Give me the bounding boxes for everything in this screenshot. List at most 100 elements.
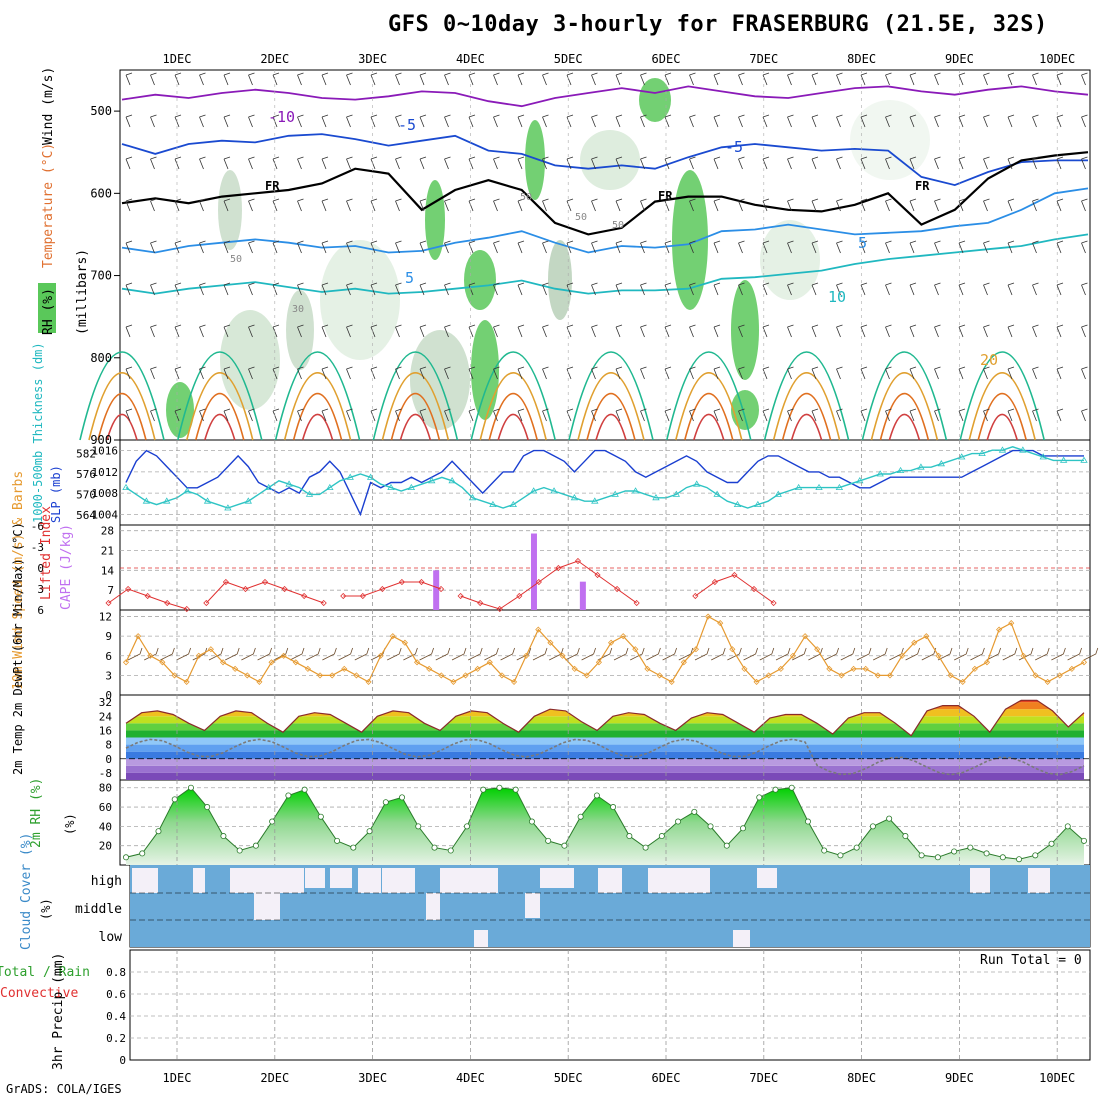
wind-barb <box>444 156 451 170</box>
rh-shading <box>525 120 545 200</box>
wind-barb <box>811 114 819 128</box>
wind-barb <box>150 114 157 128</box>
rh-point <box>350 844 357 851</box>
wind-barb <box>689 114 696 128</box>
rh-point <box>187 784 194 791</box>
rh-point <box>804 818 811 825</box>
wind-barb <box>1032 198 1039 212</box>
wind-barb <box>836 324 843 338</box>
wind-barb <box>615 114 623 128</box>
rh-point <box>642 844 649 851</box>
rh-point <box>593 792 600 799</box>
wind-barb <box>934 366 941 380</box>
wind-barb <box>983 324 990 338</box>
cloud-gap <box>254 893 280 920</box>
slp-tick: 1008 <box>92 487 119 500</box>
wind-barb <box>811 282 819 296</box>
wind-barb <box>836 156 843 170</box>
wind-point <box>122 659 130 666</box>
wind-barb <box>272 156 280 170</box>
wind-barb <box>591 156 598 170</box>
isotherm-low <box>274 351 361 441</box>
wind-barb <box>566 156 574 170</box>
wind-barb <box>199 156 206 170</box>
wind-barb <box>860 240 868 254</box>
wind-barb <box>354 647 370 661</box>
wind-point <box>535 626 542 633</box>
wind-barb <box>836 198 843 212</box>
wind-barb <box>1032 408 1039 422</box>
wind-barb <box>615 408 623 422</box>
wind-barb <box>1032 156 1039 170</box>
wind-barb <box>811 240 819 254</box>
wind-barb <box>646 647 661 661</box>
wind-barb <box>174 366 182 380</box>
wind-barb <box>934 114 941 128</box>
thickness-point <box>693 480 701 487</box>
isotherm-5 <box>121 187 1089 254</box>
isotherm-low <box>772 372 841 441</box>
isotherm-low <box>781 392 832 441</box>
isotherm-low <box>186 372 254 441</box>
rh-point <box>561 842 568 849</box>
wind-barb <box>909 366 917 380</box>
wind-barb <box>223 198 231 212</box>
wind-barb <box>338 647 353 661</box>
precip-tick: 0.8 <box>106 966 126 979</box>
wind-barb <box>909 324 917 338</box>
wind-barb <box>615 282 623 296</box>
wind-point <box>147 652 154 659</box>
wind-barb <box>346 282 353 296</box>
li-point <box>457 592 464 600</box>
wind-point <box>705 613 712 620</box>
isotherm-low <box>693 413 725 441</box>
wind-barb <box>613 647 629 661</box>
wind-barb <box>836 366 843 380</box>
wind-point <box>595 659 603 666</box>
wind-barb <box>591 324 598 338</box>
wind-barb <box>444 324 451 338</box>
wind-barb <box>1056 198 1064 212</box>
wind-barb <box>689 198 696 212</box>
cloud-gap <box>733 930 750 947</box>
cloud-gap <box>230 868 292 893</box>
wind-barb <box>792 647 807 661</box>
wind-barb <box>615 366 623 380</box>
temp-tick: 32 <box>99 696 112 709</box>
wind-point <box>826 665 833 672</box>
wind-barb <box>934 324 941 338</box>
wind-barb <box>493 72 500 86</box>
wind-barb <box>762 114 770 128</box>
wind-barb <box>468 366 476 380</box>
wind-barb <box>493 282 500 296</box>
temp-band <box>126 700 1084 703</box>
wind-barb <box>516 647 532 661</box>
wind-barb <box>1081 408 1088 422</box>
isotherm-low <box>568 351 654 441</box>
cape-bar <box>433 570 440 610</box>
rh-layer <box>120 784 1090 865</box>
date-label-bottom: 2DEC <box>260 1071 289 1085</box>
wind-barb <box>150 324 157 338</box>
rh-legend-swatch <box>38 283 56 333</box>
rh-point <box>658 833 665 840</box>
wind-barb <box>248 156 255 170</box>
upper-air-layer: -10 -5 -5 FR FR FR 5 5 10 20 50 50 30 50 50 <box>79 72 1089 441</box>
isotherm-low <box>861 351 948 441</box>
wind-barb <box>958 198 966 212</box>
cape-bar <box>579 581 586 610</box>
wind-barb <box>444 114 451 128</box>
wind-barb <box>468 72 476 86</box>
wind-barb <box>615 240 623 254</box>
dewpoint-line <box>125 738 1085 776</box>
isotherm-low <box>879 392 930 441</box>
wind-barb <box>395 282 402 296</box>
wind-barb <box>1056 366 1064 380</box>
rh-point <box>1064 823 1071 830</box>
wind-barb <box>836 408 843 422</box>
date-label-bottom: 7DEC <box>749 1071 778 1085</box>
wind-barb <box>983 72 990 86</box>
rh-point <box>415 823 422 830</box>
wind-barb <box>542 366 549 380</box>
li-line <box>205 581 324 604</box>
